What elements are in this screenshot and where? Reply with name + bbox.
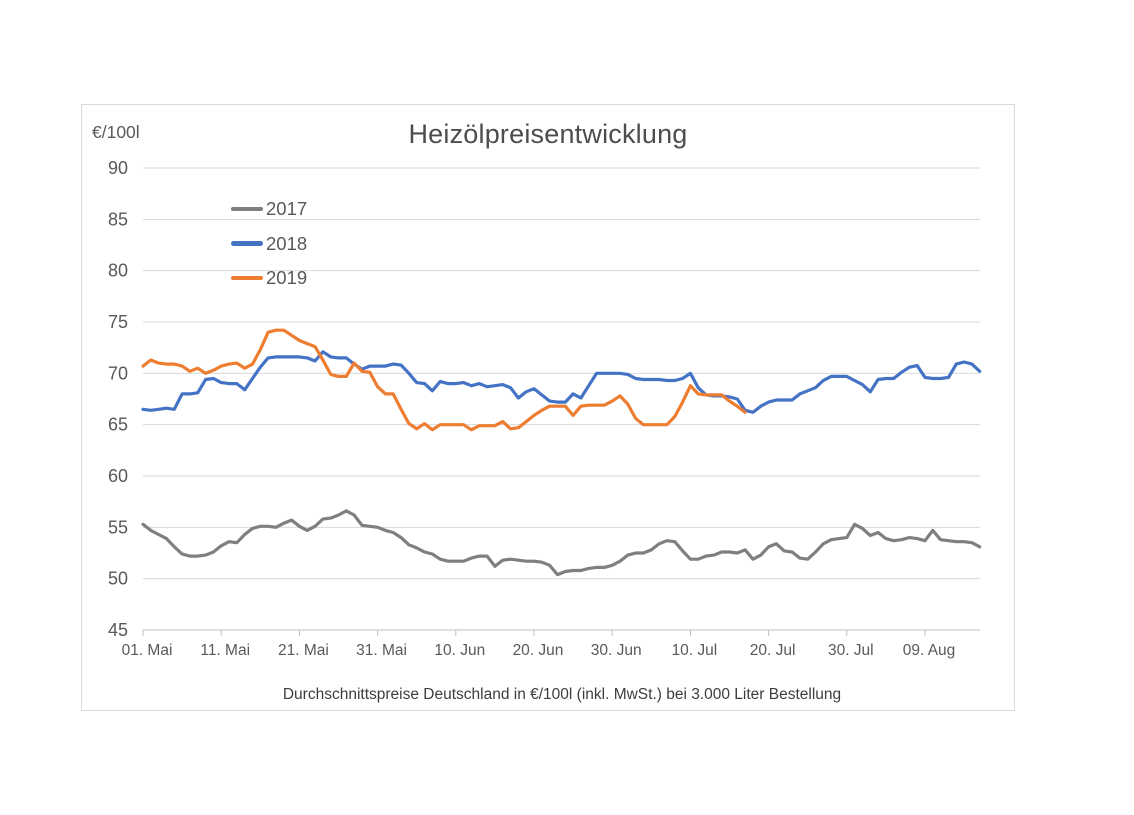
legend-item-2018: 2018 xyxy=(231,232,307,256)
chart-caption: Durchschnittspreise Deutschland in €/100… xyxy=(282,686,842,703)
x-tick-label: 30. Jun xyxy=(591,642,642,659)
x-tick-label: 20. Jul xyxy=(750,642,796,659)
legend-swatch-2019 xyxy=(231,275,263,281)
y-tick-label: 50 xyxy=(108,569,128,589)
x-tick-label: 11. Mai xyxy=(200,642,250,659)
x-tick-label: 09. Aug xyxy=(903,642,956,659)
y-tick-label: 60 xyxy=(108,466,128,486)
legend-swatch-2018 xyxy=(231,241,263,246)
legend-item-2017: 2017 xyxy=(231,197,307,221)
y-tick-label: 75 xyxy=(108,312,128,332)
legend-label-2018: 2018 xyxy=(266,232,308,254)
legend: 2017 2018 2019 xyxy=(231,197,307,301)
x-tick-label: 01. Mai xyxy=(122,642,173,659)
legend-label-2019: 2019 xyxy=(266,267,308,288)
legend-swatch-2017 xyxy=(231,206,263,212)
series-line-2017 xyxy=(141,509,982,577)
series-line-2019 xyxy=(141,328,747,432)
legend-item-2019: 2019 xyxy=(231,266,307,290)
y-tick-label: 85 xyxy=(108,209,128,229)
x-tick-label: 30. Jul xyxy=(828,642,874,659)
x-tick-label: 31. Mai xyxy=(356,642,407,659)
chart-title: Heizölpreisentwicklung xyxy=(408,119,688,149)
legend-label-2017: 2017 xyxy=(266,198,308,219)
x-tick-label: 10. Jun xyxy=(434,642,485,659)
x-tick-label: 10. Jul xyxy=(672,642,718,659)
y-axis-unit-label: €/100l xyxy=(92,122,140,142)
x-tick-label: 21. Mai xyxy=(278,642,329,659)
y-tick-label: 55 xyxy=(108,517,128,537)
y-tick-label: 70 xyxy=(108,363,128,383)
y-tick-label: 80 xyxy=(108,261,128,281)
y-tick-label: 65 xyxy=(108,415,128,435)
series-line-2018 xyxy=(141,350,982,414)
y-tick-label: 45 xyxy=(108,620,128,640)
y-tick-label: 90 xyxy=(108,158,128,178)
x-tick-label: 20. Jun xyxy=(513,642,564,659)
